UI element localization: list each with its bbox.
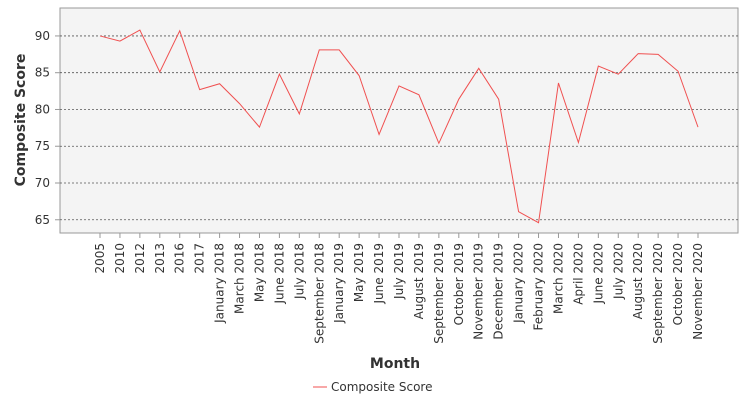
x-tick-label: 2017 xyxy=(193,243,207,274)
y-tick-label: 65 xyxy=(35,213,50,227)
x-tick-label: November 2019 xyxy=(472,243,486,340)
x-tick-label: July 2019 xyxy=(392,243,406,300)
x-tick-label: June 2019 xyxy=(372,243,386,305)
x-tick-label: August 2020 xyxy=(631,243,645,319)
x-tick-label: June 2020 xyxy=(591,243,605,305)
x-tick-label: 2010 xyxy=(113,243,127,274)
x-tick-label: September 2020 xyxy=(651,243,665,344)
x-tick-label: 2005 xyxy=(93,243,107,274)
x-tick-label: June 2018 xyxy=(272,243,286,305)
x-tick-label: March 2020 xyxy=(551,243,565,314)
y-tick-label: 90 xyxy=(35,29,50,43)
x-tick-label: August 2019 xyxy=(412,243,426,319)
y-tick-label: 75 xyxy=(35,139,50,153)
x-tick-label: April 2020 xyxy=(571,243,585,305)
y-tick-label: 70 xyxy=(35,176,50,190)
x-tick-label: January 2020 xyxy=(512,243,526,324)
data-line xyxy=(99,29,699,224)
x-tick-label: January 2018 xyxy=(213,243,227,324)
x-tick-label: September 2018 xyxy=(312,243,326,344)
x-tick-label: May 2019 xyxy=(352,243,366,302)
x-tick-label: 2016 xyxy=(173,243,187,274)
x-tick-label: July 2018 xyxy=(292,243,306,300)
y-axis-title: Composite Score xyxy=(13,54,29,187)
x-tick-label: September 2019 xyxy=(432,243,446,344)
x-tick-label: March 2018 xyxy=(233,243,247,314)
x-tick-label: October 2019 xyxy=(452,243,466,325)
x-tick-label: 2012 xyxy=(133,243,147,274)
plot-area xyxy=(59,7,739,234)
x-tick-label: October 2020 xyxy=(671,243,685,325)
x-tick-label: February 2020 xyxy=(532,243,546,331)
x-axis-title: Month xyxy=(370,356,420,372)
x-tick-label: January 2019 xyxy=(332,243,346,324)
y-tick-label: 85 xyxy=(35,66,50,80)
x-tick-label: December 2019 xyxy=(492,243,506,340)
x-tick-label: May 2018 xyxy=(252,243,266,302)
x-tick-label: November 2020 xyxy=(691,243,705,340)
x-tick-label: July 2020 xyxy=(611,243,625,300)
y-tick-label: 80 xyxy=(35,102,50,116)
legend-label: Composite Score xyxy=(331,380,432,394)
x-tick-label: 2013 xyxy=(153,243,167,274)
